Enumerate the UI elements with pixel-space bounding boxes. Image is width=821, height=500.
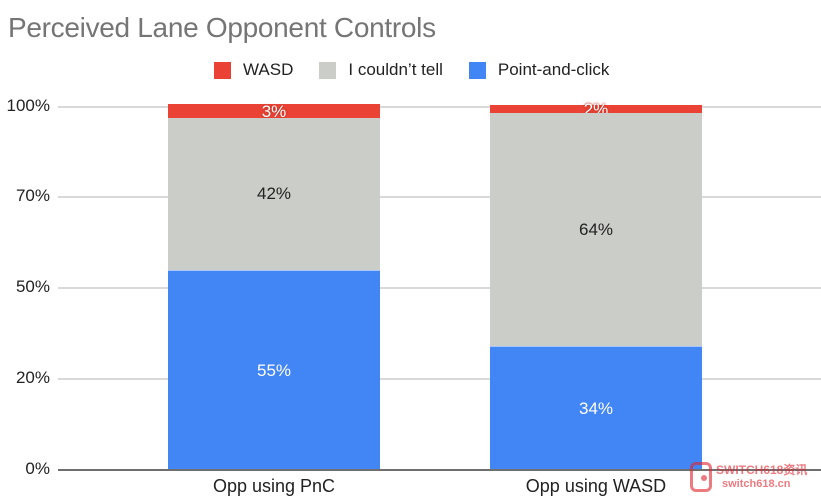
- x-axis-baseline: [58, 469, 821, 471]
- gridline-70: [58, 196, 821, 198]
- switch-logo-icon: [690, 462, 712, 492]
- legend-label-couldnt-tell: I couldn’t tell: [348, 60, 443, 79]
- legend-label-wasd: WASD: [243, 60, 294, 79]
- segment-label-point-and-click: 34%: [578, 399, 614, 418]
- ytick-0: 0%: [25, 459, 50, 478]
- legend-swatch-point-and-click: [468, 61, 486, 79]
- segment-label-wasd: 3%: [261, 101, 287, 121]
- watermark-line2: switch618.cn: [722, 477, 791, 490]
- segment-wasd: 3%: [168, 101, 380, 121]
- bar-opp-using-wasd: 2% 64% 34%: [490, 101, 702, 471]
- ytick-70: 70%: [15, 186, 50, 205]
- segment-point-and-click: 34%: [490, 346, 702, 471]
- legend-item-couldnt-tell: I couldn’t tell: [319, 60, 443, 80]
- xlabel-opp-using-wasd: Opp using WASD: [525, 476, 667, 496]
- legend-item-wasd: WASD: [214, 60, 293, 80]
- segment-couldnt-tell: 64%: [490, 113, 702, 346]
- bar-opp-using-pnc: 3% 42% 55%: [168, 101, 380, 471]
- gridline-100: [58, 106, 821, 108]
- legend-item-point-and-click: Point-and-click: [468, 60, 610, 80]
- watermark-line1: SWITCH618资讯: [716, 463, 808, 478]
- segment-point-and-click: 55%: [168, 270, 380, 471]
- chart-legend: WASD I couldn’t tell Point-and-click: [214, 60, 635, 80]
- segment-label-couldnt-tell: 64%: [578, 219, 614, 239]
- segment-label-couldnt-tell: 42%: [256, 184, 292, 203]
- xlabel-opp-using-pnc: Opp using PnC: [212, 476, 336, 496]
- ytick-50: 50%: [15, 277, 50, 296]
- ytick-100: 100%: [6, 96, 50, 115]
- segment-label-point-and-click: 55%: [256, 361, 292, 380]
- chart-title: Perceived Lane Opponent Controls: [8, 12, 436, 43]
- watermark: SWITCH618资讯 switch618.cn: [690, 462, 807, 492]
- gridline-50: [58, 287, 821, 289]
- legend-label-point-and-click: Point-and-click: [497, 60, 610, 79]
- ytick-20: 20%: [15, 368, 50, 387]
- legend-swatch-wasd: [214, 61, 231, 79]
- segment-couldnt-tell: 42%: [168, 118, 380, 270]
- gridline-20: [58, 378, 821, 380]
- segment-wasd: 2%: [490, 101, 702, 118]
- legend-swatch-couldnt-tell: [319, 61, 337, 79]
